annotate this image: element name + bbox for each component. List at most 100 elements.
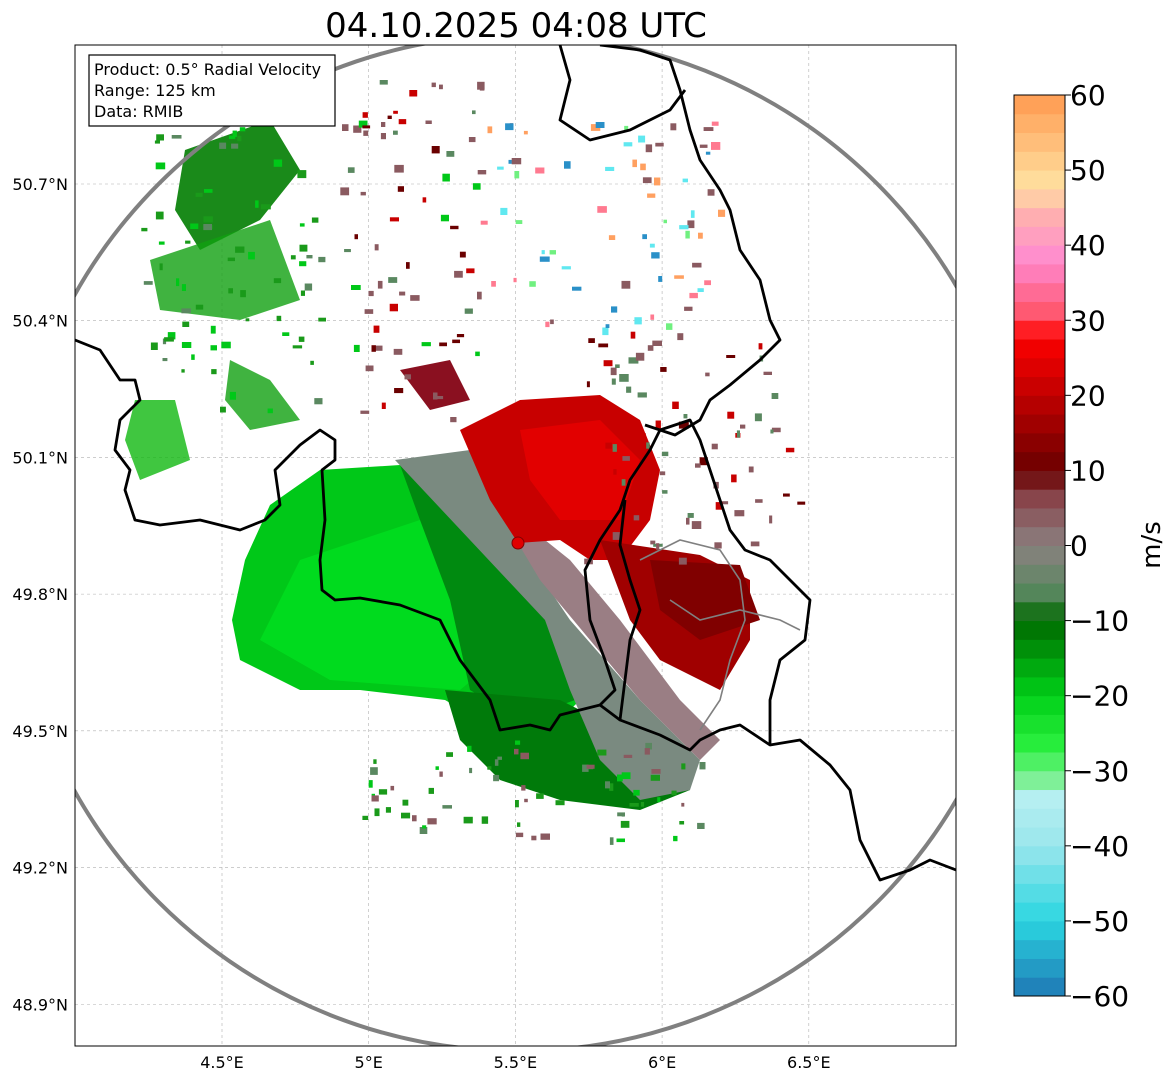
echo-speckle — [785, 447, 795, 453]
echo-speckle — [477, 291, 482, 300]
west-green-echo — [225, 360, 300, 430]
echo-speckle — [439, 84, 443, 90]
echo-speckle — [645, 742, 652, 750]
echo-speckle — [472, 183, 481, 190]
colorbar-band — [1014, 545, 1065, 565]
echo-speckle — [754, 413, 762, 422]
border-netherlands-limburg — [558, 45, 687, 142]
colorbar-tick-label: −30 — [1070, 755, 1129, 788]
colorbar-band — [1014, 583, 1065, 603]
echo-speckle — [371, 345, 376, 352]
echo-speckle — [229, 391, 236, 400]
echo-speckle — [398, 119, 407, 125]
echo-speckle — [605, 324, 610, 328]
lon-tick-label: 4.5°E — [200, 1053, 244, 1072]
echo-speckle — [318, 317, 326, 322]
echo-speckle — [727, 411, 735, 419]
lon-tick-label: 6°E — [648, 1053, 676, 1072]
colorbar-band — [1014, 339, 1065, 359]
echo-speckle — [731, 474, 737, 483]
echo-speckle — [740, 424, 746, 429]
lon-tick-label: 5°E — [355, 1053, 383, 1072]
lat-tick-label: 50.1°N — [12, 448, 68, 467]
echo-speckle — [602, 327, 609, 336]
echo-speckle — [282, 332, 290, 336]
radar-site-marker[interactable] — [511, 536, 525, 550]
echo-speckle — [689, 292, 698, 299]
echo-speckle — [381, 402, 386, 409]
echo-speckle — [686, 517, 690, 525]
echo-speckle — [399, 291, 406, 296]
echo-speckle — [505, 123, 514, 131]
echo-speckle — [155, 211, 164, 220]
echo-speckle — [472, 110, 476, 115]
echo-speckle — [561, 266, 571, 270]
colorbar-band — [1014, 658, 1065, 678]
border-belgium-france-west — [75, 338, 956, 882]
echo-speckle — [684, 306, 693, 311]
province-borders — [639, 539, 801, 731]
echo-speckle — [550, 319, 554, 325]
echo-speckle — [615, 364, 620, 368]
echo-speckle — [535, 167, 545, 174]
border-meuse-dept — [618, 499, 642, 721]
colorbar-band — [1014, 714, 1065, 734]
colorbar-tick-label: −20 — [1070, 680, 1129, 713]
echo-speckle — [703, 127, 714, 131]
echo-speckle — [555, 800, 565, 806]
echo-speckle — [515, 832, 524, 838]
outbound-far-east — [650, 560, 760, 640]
colorbar-band — [1014, 526, 1065, 546]
echo-speckle — [385, 807, 391, 813]
echo-speckle — [524, 798, 528, 803]
echo-speckle — [210, 345, 217, 351]
echo-speckle — [211, 369, 217, 375]
echo-speckle — [514, 748, 519, 755]
echo-speckle — [642, 234, 647, 240]
echo-speckle — [255, 200, 259, 208]
country-borders — [75, 45, 956, 882]
echo-speckle — [273, 278, 282, 284]
echo-speckle — [389, 217, 399, 222]
echo-speckle — [342, 124, 349, 131]
echo-speckle — [720, 501, 729, 505]
echo-speckle — [679, 225, 689, 230]
echo-speckle — [582, 764, 589, 772]
echo-speckle — [181, 369, 185, 373]
echo-speckle — [340, 187, 350, 196]
echo-speckle — [705, 151, 711, 155]
map-panel[interactable]: Product: 0.5° Radial Velocity Range: 125… — [10, 35, 1026, 1051]
echo-speckle — [463, 816, 473, 824]
echo-speckle — [647, 193, 656, 198]
colorbar-band — [1014, 226, 1065, 246]
echo-speckle — [371, 795, 379, 802]
echo-speckle — [750, 541, 760, 547]
near-zero-band — [470, 450, 720, 760]
colorbar-band — [1014, 489, 1065, 509]
echo-speckle — [513, 277, 517, 283]
echo-speckle — [425, 120, 432, 124]
echo-speckle — [644, 748, 650, 755]
lat-tick-label: 49.5°N — [12, 722, 68, 741]
echo-speckle — [150, 342, 158, 350]
echo-speckle — [235, 246, 245, 253]
echo-speckle — [646, 442, 650, 449]
echo-speckle — [608, 235, 616, 240]
echo-speckle — [481, 816, 489, 824]
echo-speckle — [393, 348, 403, 355]
colorbar-tick-label: −60 — [1070, 980, 1129, 1013]
echo-speckle — [654, 177, 661, 186]
colorbar-tick-label: 0 — [1070, 530, 1088, 563]
echo-speckle — [515, 800, 519, 808]
echo-speckle — [586, 764, 595, 769]
echo-speckle — [195, 304, 204, 310]
echo-speckle — [638, 135, 646, 143]
echo-speckle — [442, 805, 452, 809]
echo-speckle — [292, 345, 303, 349]
map-title: 04.10.2025 04:08 UTC — [325, 6, 707, 46]
echo-speckle — [622, 456, 630, 461]
echo-speckle — [695, 463, 701, 468]
lon-tick-label: 6.5°E — [787, 1053, 831, 1072]
echo-speckle — [373, 325, 380, 333]
zero-velocity-band — [395, 450, 700, 800]
